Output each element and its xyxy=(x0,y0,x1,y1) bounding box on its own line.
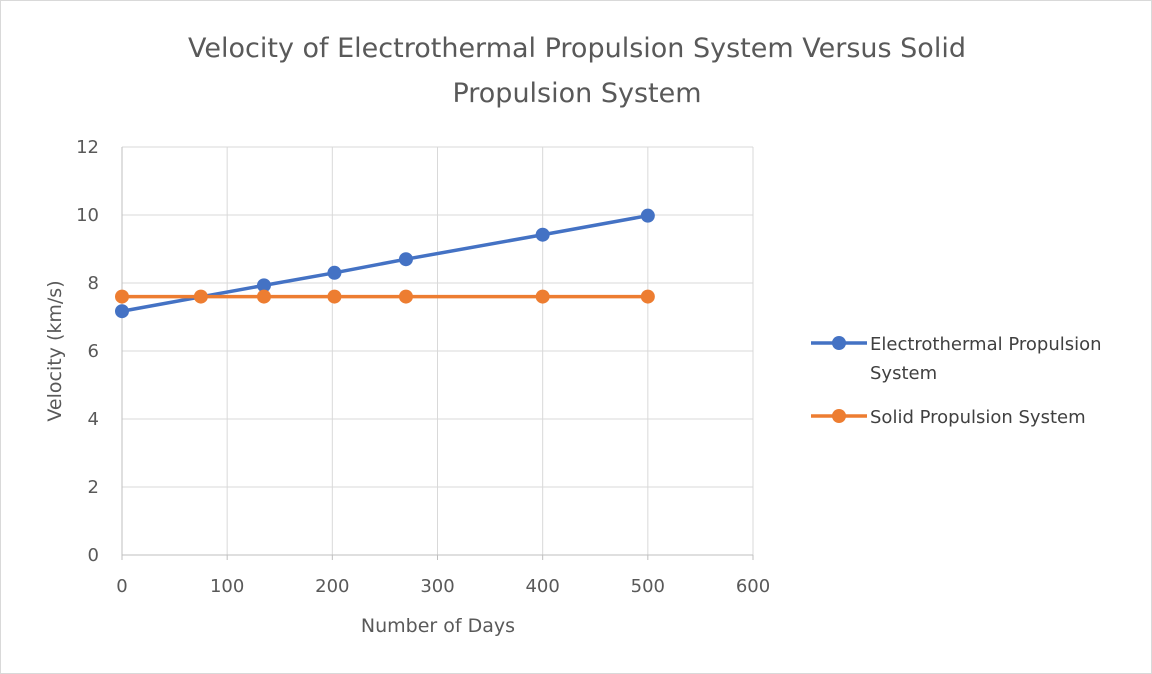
legend-item-0: Electrothermal Propulsion System xyxy=(811,334,1102,384)
x-tick-label: 100 xyxy=(210,576,244,597)
x-tick-label: 0 xyxy=(116,576,127,597)
chart-title-line-2: Propulsion System xyxy=(452,78,701,109)
y-tick-label: 6 xyxy=(88,341,99,362)
legend: Electrothermal Propulsion System Solid Pro… xyxy=(811,334,1102,428)
chart-title-line-1: Velocity of Electrothermal Propulsion Sy… xyxy=(188,33,966,64)
x-tick-label: 500 xyxy=(631,576,665,597)
y-tick-label: 2 xyxy=(88,477,99,498)
data-point xyxy=(115,304,129,319)
data-point xyxy=(193,289,208,304)
y-tick-label: 12 xyxy=(76,137,99,158)
legend-label: Solid Propulsion System xyxy=(870,407,1086,428)
y-tick-label: 0 xyxy=(88,545,99,566)
data-point xyxy=(398,289,413,304)
x-tick-label: 600 xyxy=(736,576,770,597)
legend-label: System xyxy=(870,363,937,384)
x-tick-label: 200 xyxy=(315,576,349,597)
series-1 xyxy=(115,289,655,304)
data-point xyxy=(327,265,342,280)
data-point xyxy=(640,208,655,223)
x-tick-label: 400 xyxy=(525,576,559,597)
legend-label: Electrothermal Propulsion xyxy=(870,334,1102,355)
x-tick-label: 300 xyxy=(420,576,454,597)
data-point xyxy=(398,252,413,267)
legend-swatch-marker xyxy=(832,409,846,423)
x-tick-labels: 0 100 200 300 400 500 600 xyxy=(116,576,770,597)
data-point xyxy=(535,227,550,242)
x-axis-title: Number of Days xyxy=(361,615,515,637)
series-0 xyxy=(115,208,655,319)
y-tick-labels: 0 2 4 6 8 10 12 xyxy=(76,137,99,566)
legend-item-1: Solid Propulsion System xyxy=(811,407,1086,428)
series-line xyxy=(121,213,649,313)
y-tick-label: 10 xyxy=(76,205,99,226)
plot-series xyxy=(115,208,655,319)
axes xyxy=(121,147,754,560)
legend-swatch-marker xyxy=(832,336,846,350)
data-point xyxy=(535,289,550,304)
chart-title: Velocity of Electrothermal Propulsion Sy… xyxy=(188,33,966,109)
y-tick-label: 4 xyxy=(88,409,99,430)
gridlines xyxy=(122,146,754,555)
data-point xyxy=(256,278,271,293)
data-point xyxy=(327,289,342,304)
y-tick-label: 8 xyxy=(88,273,99,294)
data-point xyxy=(256,289,271,304)
data-point xyxy=(640,289,655,304)
y-axis-title: Velocity (km/s) xyxy=(44,280,66,421)
data-point xyxy=(115,289,129,304)
